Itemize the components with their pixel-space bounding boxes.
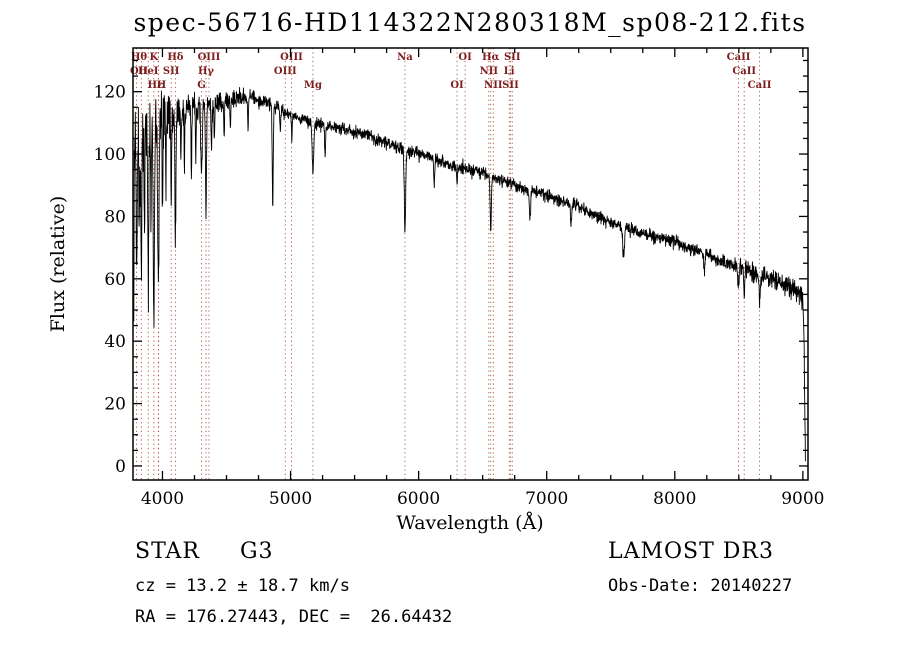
spectral-line-label: CaII bbox=[748, 80, 772, 91]
spectral-line-label: Hθ bbox=[131, 52, 147, 63]
spectral-line-label: OIII bbox=[280, 52, 303, 63]
y-tick-label: 120 bbox=[94, 83, 126, 103]
y-tick-label: 40 bbox=[104, 332, 126, 352]
spectral-line-label: Li bbox=[504, 66, 515, 77]
x-tick-label: 9000 bbox=[781, 489, 824, 509]
spectral-line-label: Mg bbox=[304, 80, 322, 91]
spectral-line-label: Hα bbox=[482, 52, 499, 63]
y-tick-label: 20 bbox=[104, 395, 126, 415]
spectral-line-label: OII bbox=[130, 66, 148, 77]
spectral-line-label: OIII bbox=[198, 52, 221, 63]
axis-tick-labels: 4000 5000 6000 7000 8000 9000 0 20 40 60 80 100 120 bbox=[94, 83, 825, 509]
y-axis-title: Flux (relative) bbox=[47, 196, 69, 333]
x-tick-label: 4000 bbox=[141, 489, 184, 509]
y-tick-label: 60 bbox=[104, 270, 126, 290]
x-tick-label: 6000 bbox=[397, 489, 440, 509]
spectral-line-label: SII bbox=[504, 52, 521, 63]
obs-date-text: Obs-Date: 20140227 bbox=[608, 576, 793, 596]
axis-ticks bbox=[133, 48, 808, 480]
x-tick-label: 8000 bbox=[653, 489, 696, 509]
spectral-line-label: OIII bbox=[274, 66, 297, 77]
x-axis-title: Wavelength (Å) bbox=[396, 512, 543, 534]
spectral-line-label: NII bbox=[480, 66, 499, 77]
survey-release-text: LAMOST DR3 bbox=[608, 539, 774, 564]
spectral-line-label: SII bbox=[163, 66, 180, 77]
spectral-line-label: H bbox=[157, 80, 166, 91]
plot-frame bbox=[132, 47, 809, 481]
spectral-line-label: Hε bbox=[148, 80, 164, 91]
spectrum-trace bbox=[133, 86, 806, 462]
spectral-line-label: K bbox=[150, 52, 159, 63]
spectral-line-label: Hγ bbox=[198, 66, 214, 77]
y-tick-label: 100 bbox=[94, 145, 126, 165]
y-tick-label: 0 bbox=[115, 457, 126, 477]
chart-title: spec-56716-HD114322N280318M_sp08-212.fit… bbox=[133, 8, 806, 37]
spectral-line-label: OI bbox=[450, 80, 464, 91]
spectral-line-label: HeI bbox=[138, 66, 159, 77]
spectral-line-label: Hδ bbox=[167, 52, 183, 63]
spectral-line-label: CaII bbox=[727, 52, 751, 63]
spectral-line-label: OI bbox=[458, 52, 472, 63]
ra-dec-text: RA = 176.27443, DEC = 26.64432 bbox=[135, 607, 453, 627]
x-tick-label: 7000 bbox=[525, 489, 568, 509]
spectral-line-label: Na bbox=[397, 52, 413, 63]
spectral-line-label: G bbox=[197, 80, 206, 91]
spectral-line-label: NII bbox=[484, 80, 503, 91]
spectral-line-label: SII bbox=[502, 80, 519, 91]
spectral-line-label: CaII bbox=[732, 66, 756, 77]
x-tick-label: 5000 bbox=[269, 489, 312, 509]
cz-velocity-text: cz = 13.2 ± 18.7 km/s bbox=[135, 576, 350, 596]
classification-text: STAR G3 bbox=[135, 539, 274, 564]
spectrum-trace-group bbox=[133, 86, 806, 462]
y-tick-label: 80 bbox=[104, 207, 126, 227]
